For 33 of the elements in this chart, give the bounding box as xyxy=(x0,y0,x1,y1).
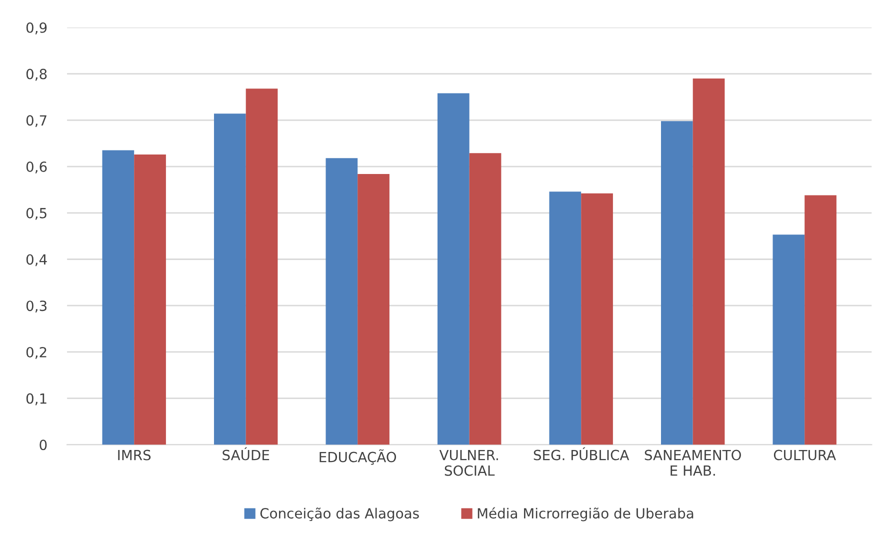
bar xyxy=(326,158,358,445)
x-tick-label: VULNER. SOCIAL xyxy=(439,450,498,476)
legend-label: Média Microrregião de Uberaba xyxy=(478,507,694,522)
bar xyxy=(772,234,805,445)
x-tick-label: IMRS xyxy=(118,450,151,460)
bar xyxy=(692,78,725,445)
bar xyxy=(438,93,470,445)
bar xyxy=(549,192,582,445)
bar xyxy=(661,121,693,445)
y-tick-label: 0,5 xyxy=(26,208,46,220)
bar xyxy=(134,154,166,445)
y-tick-label: 0,4 xyxy=(26,254,47,266)
bar xyxy=(246,88,278,445)
x-tick-label: CULTURA xyxy=(774,450,836,460)
y-tick-label: 0,2 xyxy=(26,346,46,359)
y-tick-label: 0,9 xyxy=(26,22,47,34)
bar xyxy=(358,174,390,445)
bar xyxy=(804,195,836,445)
bar xyxy=(102,150,134,445)
y-tick-label: 0,1 xyxy=(26,393,46,406)
y-tick-label: 0,6 xyxy=(26,162,47,174)
bar xyxy=(214,114,246,445)
y-tick-label: 0 xyxy=(40,440,47,450)
legend-label: Conceição das Alagoas xyxy=(260,508,419,522)
x-tick-label: SANEAMENTO E HAB. xyxy=(644,450,741,476)
bar xyxy=(469,153,502,445)
y-tick-label: 0,7 xyxy=(26,115,46,128)
bar xyxy=(581,193,613,445)
x-tick-label: SAÚDE xyxy=(222,447,270,460)
y-tick-label: 0,3 xyxy=(26,300,46,312)
y-tick-label: 0,8 xyxy=(26,68,47,81)
x-tick-label: SEG. PÚBLICA xyxy=(534,447,630,460)
x-tick-label: EDUCAÇÃO xyxy=(320,449,396,465)
